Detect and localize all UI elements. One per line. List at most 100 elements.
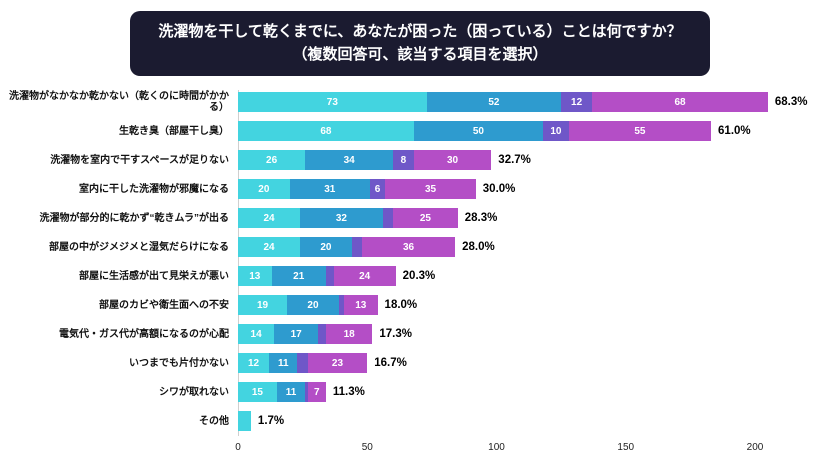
category-label: 洗濯物が部分的に乾かず“乾きムラ”が出る [39,212,230,224]
chart-row: 洗濯物がなかなか乾かない（乾くのに時間がかかる） 73 52 12 68 68.3% [6,88,840,117]
chart-row: 生乾き臭（部屋干し臭） 68 50 10 55 61.0% [6,117,840,146]
bar-segment-magenta: 13 [343,295,378,315]
stacked-bar: 15 11 7 [238,382,326,402]
bar-segment-cyan: 24 [238,208,301,228]
bar-segment-magenta: 23 [307,353,368,373]
category-label: 生乾き臭（部屋干し臭） [119,125,229,137]
chart-row: いつまでも片付かない 12 11 23 16.7% [6,349,840,378]
y-axis-line [238,89,239,436]
bar-segment-magenta: 24 [333,266,396,286]
stacked-bar: 14 17 18 [238,324,373,344]
chart-row: 洗濯物が部分的に乾かず“乾きムラ”が出る 24 32 25 28.3% [6,204,840,233]
chart-row: シワが取れない 15 11 7 11.3% [6,378,840,407]
category-label: いつまでも片付かない [129,357,229,369]
bar-segment-blue: 11 [276,382,306,402]
category-label: 部屋に生活感が出て見栄えが悪い [79,270,229,282]
bar-segment-magenta: 30 [413,150,492,170]
percent-label: 18.0% [384,299,418,311]
bar-segment-cyan: 15 [238,382,277,402]
category-label: 洗濯物を室内で干すスペースが足りない [50,154,229,166]
bar-segment-purple [382,208,394,228]
stacked-bar: 12 11 23 [238,353,368,373]
x-tick-label: 0 [235,441,241,453]
chart-title-line2: （複数回答可、該当する項目を選択） [292,46,548,64]
bar-segment-magenta: 18 [325,324,373,344]
bar-segment-blue: 52 [426,92,562,112]
bar-segment-magenta: 35 [385,179,476,199]
percent-label: 32.7% [498,154,531,166]
percent-label: 11.3% [332,386,365,398]
bar-segment-purple [297,353,308,373]
bar-segment-blue: 11 [269,353,298,373]
stacked-bar: 24 32 25 [238,208,458,228]
percent-label: 1.7% [257,415,285,427]
chart-row: 電気代・ガス代が高額になるのが心配 14 17 18 17.3% [6,320,840,349]
bar-segment-cyan: 19 [238,295,288,315]
stacked-bar: 20 31 6 35 [238,179,476,199]
stacked-bar: 68 50 10 55 [238,121,712,141]
chart-row: 洗濯物を室内で干すスペースが足りない 26 34 8 30 32.7% [6,146,840,175]
chart-title-line1: 洗濯物を干して乾くまでに、あなたが困った（困っている）ことは何ですか？ [158,23,682,40]
chart-row: 室内に干した洗濯物が邪魔になる 20 31 6 35 30.0% [6,175,840,204]
chart-canvas: 洗濯物がなかなか乾かない（乾くのに時間がかかる） 73 52 12 68 68.3% 生乾き… [6,88,840,458]
category-label: その他 [199,415,229,427]
bar-segment-cyan: 20 [238,179,290,199]
bar-segment-purple [305,382,308,402]
percent-label: 61.0% [718,125,751,137]
bar-segment-purple [318,324,326,344]
bar-segment-blue: 50 [413,121,544,141]
percent-label: 16.7% [374,357,407,369]
bar-segment-cyan: 68 [238,121,414,141]
bar-segment-blue: 21 [271,266,326,286]
bar-segment-blue: 20 [300,237,352,257]
category-label: 洗濯物がなかなか乾かない（乾くのに時間がかかる） [9,91,229,113]
bar-segment-purple [351,237,363,257]
percent-label: 28.3% [464,212,498,224]
chart-row: 部屋の中がジメジメと湿気だらけになる 24 20 36 28.0% [6,233,840,262]
stacked-bar: 24 20 36 [238,237,456,257]
bar-segment-blue: 31 [289,179,370,199]
bar-segment-cyan: 13 [238,266,272,286]
bar-segment-blue: 20 [287,295,339,315]
bar-segment-purple: 6 [369,179,386,199]
percent-label: 20.3% [402,270,436,282]
chart-rows: 洗濯物がなかなか乾かない（乾くのに時間がかかる） 73 52 12 68 68.3% 生乾き… [6,88,840,436]
chart-row: 部屋のカビや衛生面への不安 19 20 13 18.0% [6,291,840,320]
x-tick-label: 50 [361,441,373,453]
bar-segment-magenta: 25 [393,208,458,228]
bar-segment-purple [338,295,344,315]
category-label: 部屋のカビや衛生面への不安 [99,299,229,311]
bar-segment-cyan: 24 [238,237,301,257]
bar-segment-cyan: 73 [238,92,427,112]
category-label: 電気代・ガス代が高額になるのが心配 [59,328,229,340]
stacked-bar [238,411,251,431]
stacked-bar: 73 52 12 68 [238,92,768,112]
stacked-bar: 13 21 24 [238,266,396,286]
stacked-bar: 19 20 13 [238,295,378,315]
bar-segment-purple [325,266,334,286]
bar-segment-magenta: 36 [362,237,456,257]
bar-segment-cyan [238,411,251,431]
category-label: シワが取れない [159,386,229,398]
bar-segment-cyan: 12 [238,353,270,373]
chart-row: その他 1.7% [6,407,840,436]
bar-segment-blue: 32 [300,208,383,228]
stacked-bar: 26 34 8 30 [238,150,492,170]
bar-segment-magenta: 7 [307,382,326,402]
percent-label: 30.0% [482,183,516,195]
page: { "title": { "line1": "洗濯物を干して乾くまでに、あなたが… [0,11,840,466]
bar-segment-purple: 12 [561,92,593,112]
bar-segment-magenta: 68 [592,92,768,112]
percent-label: 17.3% [379,328,412,340]
chart-row: 部屋に生活感が出て見栄えが悪い 13 21 24 20.3% [6,262,840,291]
bar-segment-purple: 8 [393,150,414,170]
bar-segment-cyan: 26 [238,150,306,170]
x-tick-label: 100 [488,441,505,453]
bar-segment-blue: 17 [274,324,319,344]
percent-label: 28.0% [462,241,495,253]
bar-segment-purple: 10 [543,121,569,141]
bar-segment-cyan: 14 [238,324,275,344]
x-axis: 0 50 100 150 200 [235,441,840,458]
x-tick-label: 200 [746,441,764,453]
category-label: 部屋の中がジメジメと湿気だらけになる [49,241,229,253]
